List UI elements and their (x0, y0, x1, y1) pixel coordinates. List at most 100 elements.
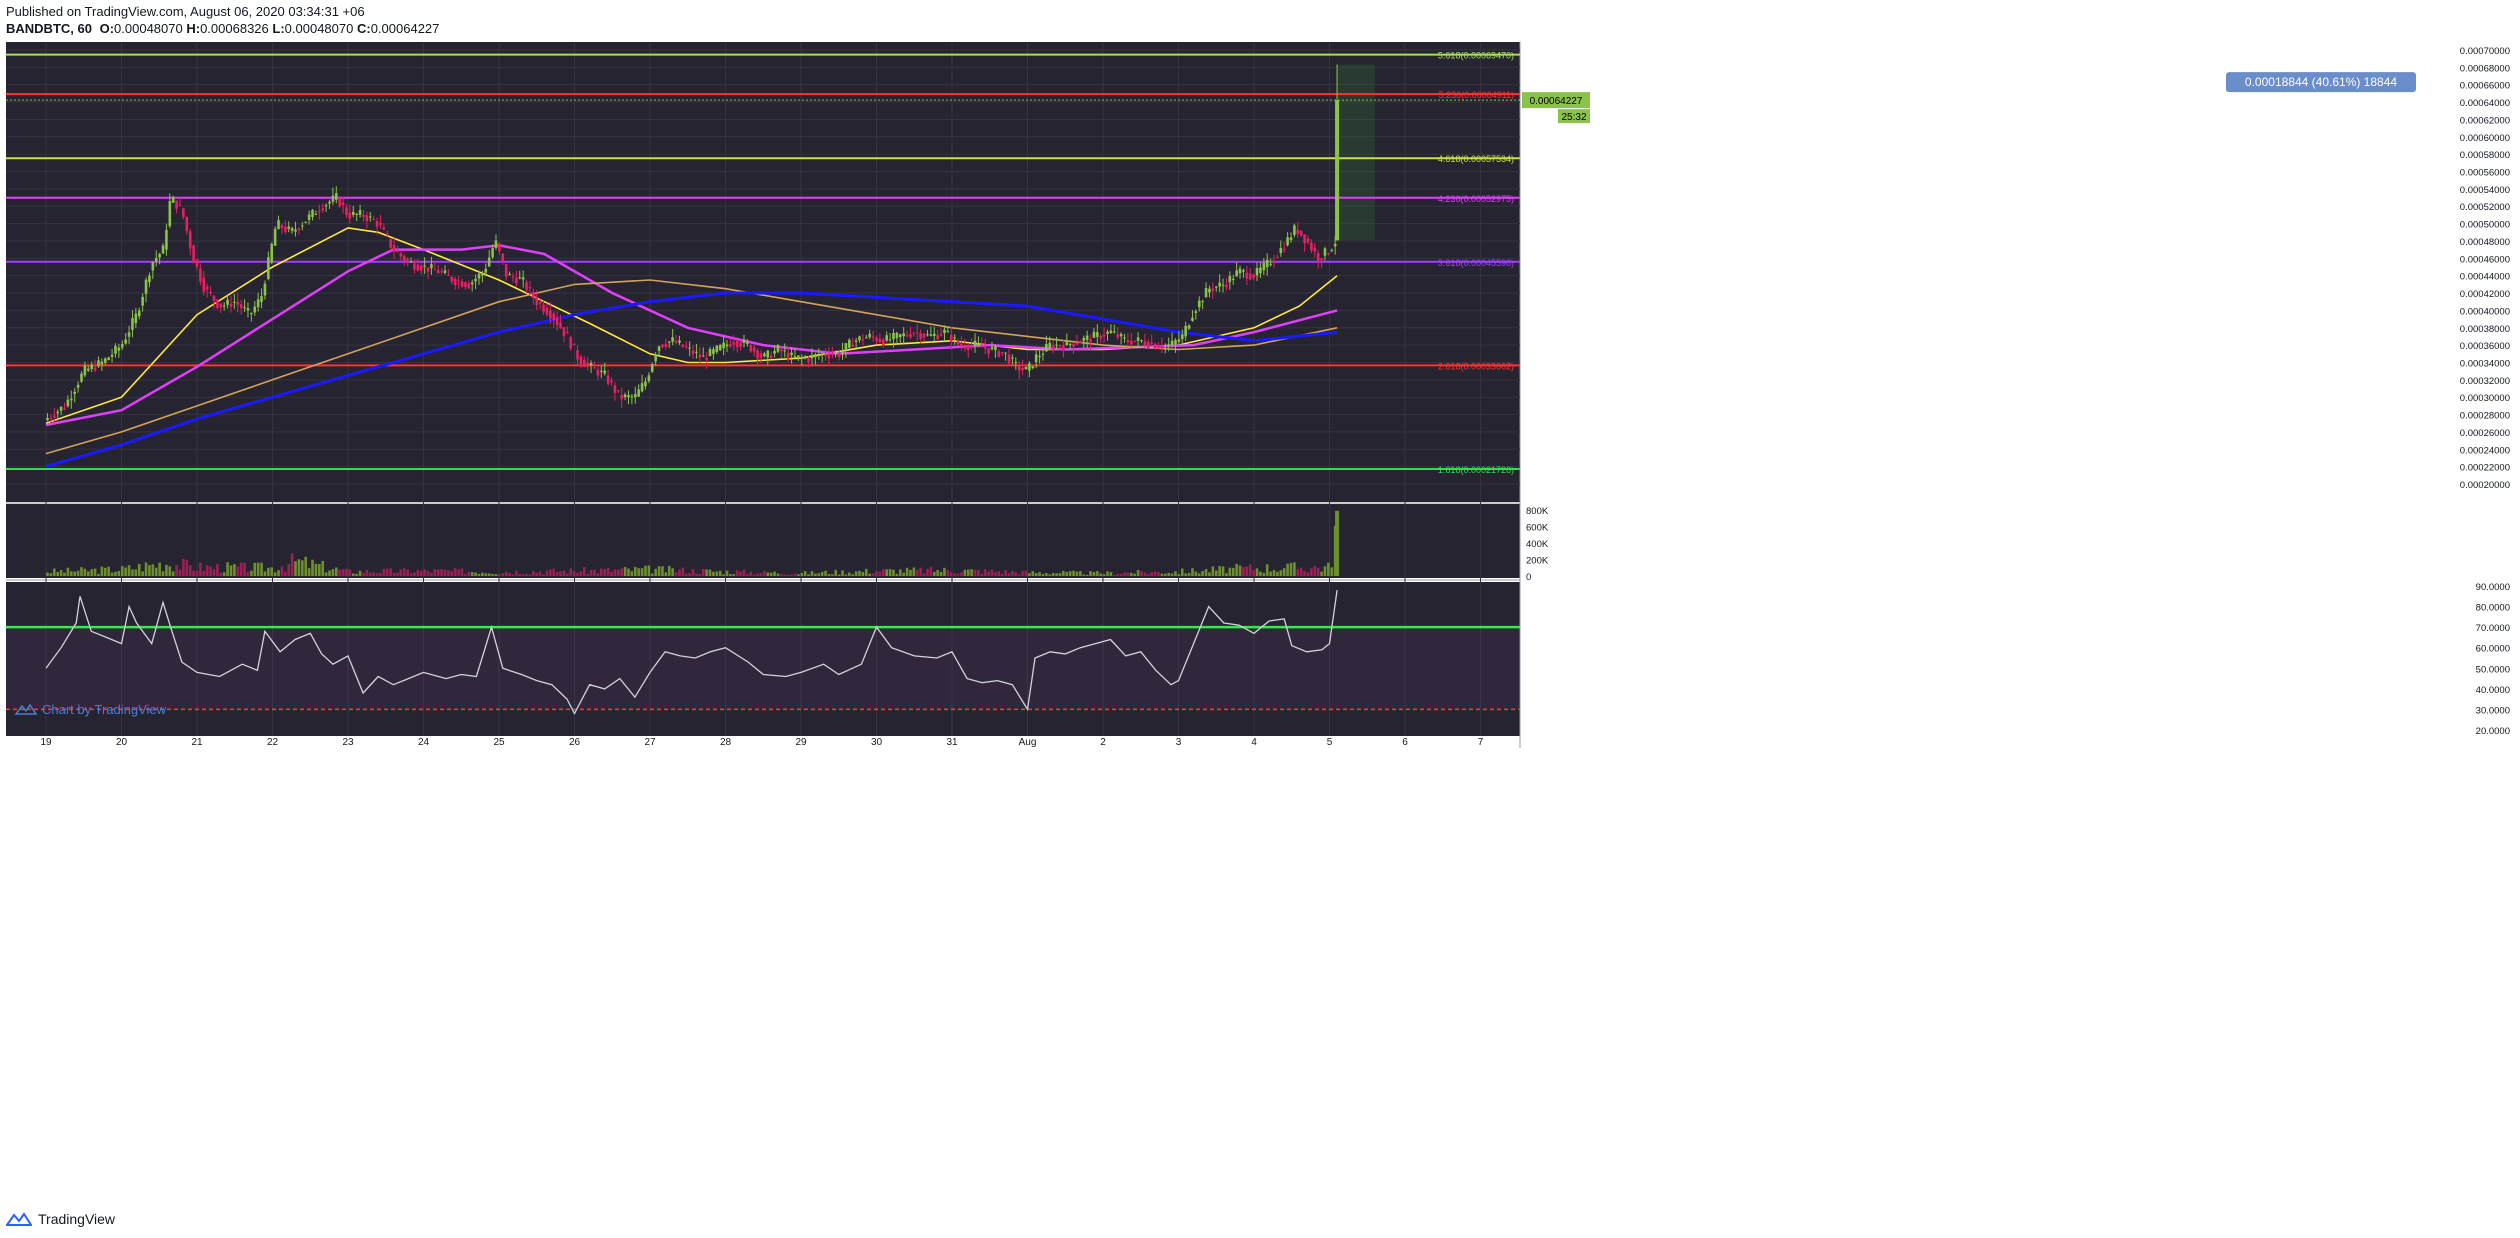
volume-bar (368, 572, 372, 576)
candle (759, 353, 763, 358)
candle (63, 408, 66, 410)
volume-bar (881, 569, 885, 576)
volume-bar (1147, 573, 1150, 576)
candle (53, 415, 56, 418)
volume-bar (212, 569, 216, 576)
candle (1130, 340, 1133, 345)
volume-bar (1065, 571, 1069, 576)
candle (606, 375, 610, 384)
volume-bar (545, 570, 549, 576)
x-tick-label: 28 (720, 737, 732, 748)
volume-bar (1316, 567, 1320, 576)
candle (616, 390, 620, 392)
candle (107, 357, 110, 361)
candle (49, 417, 53, 419)
volume-bar (593, 569, 596, 576)
candle (328, 201, 331, 204)
candle (345, 207, 348, 215)
volume-bar (827, 573, 831, 576)
volume-bar (1028, 573, 1031, 576)
candle (586, 362, 590, 365)
tradingview-chart[interactable]: 19 20 21 22 23 24 25 26 27 28 29 30 31 Aug 2 3 4 5 6 70.000… (6, 42, 2514, 1192)
candle (865, 337, 868, 339)
volume-bar (542, 574, 545, 576)
volume-bar (1038, 572, 1041, 576)
volume-bar (161, 571, 165, 576)
x-tick-label: 21 (191, 737, 203, 748)
volume-bar (759, 572, 763, 576)
candle (773, 350, 776, 354)
volume-bar (589, 569, 593, 576)
volume-bar (1045, 573, 1048, 576)
candle (1163, 344, 1167, 346)
candle (837, 353, 841, 357)
volume-bar (1082, 574, 1086, 576)
volume-bar (810, 571, 814, 576)
candle (73, 391, 76, 395)
volume-bar (423, 569, 426, 576)
volume-bar (712, 571, 715, 576)
candle (1055, 344, 1058, 346)
candle (498, 243, 501, 252)
x-tick-label: 7 (1478, 737, 1484, 748)
volume-bar (620, 568, 623, 576)
y-tick-label: 0.00066000 (2460, 81, 2510, 92)
candle (341, 202, 345, 206)
measure-label: 0.00018844 (40.61%) 18844 (2226, 72, 2416, 93)
volume-bar (528, 574, 532, 576)
candle (1191, 317, 1194, 321)
footer-brand[interactable]: TradingView (6, 1208, 115, 1230)
rsi-line (45, 590, 1338, 715)
candle (1058, 345, 1062, 347)
rsi-pane-bg (6, 582, 1520, 736)
volume-bar (430, 572, 433, 576)
candle (786, 353, 790, 360)
candle (161, 245, 165, 254)
volume-bar (481, 572, 484, 576)
candle (487, 257, 491, 267)
candle (997, 351, 1001, 357)
candle (120, 344, 124, 348)
volume-bar (939, 571, 943, 576)
candle (1034, 354, 1038, 363)
volume-bar (508, 572, 511, 576)
open-label: O: (99, 21, 115, 36)
candle (1320, 258, 1323, 261)
candle (1289, 237, 1293, 241)
candle (1269, 264, 1272, 266)
volume-bar (137, 563, 141, 576)
volume-bar (443, 569, 447, 576)
volume-bar (321, 560, 325, 576)
candle (834, 352, 838, 354)
candle (1180, 334, 1184, 340)
candle (372, 219, 375, 221)
volume-bar (647, 565, 651, 576)
volume-bar (803, 571, 807, 576)
volume-bar (1031, 571, 1035, 576)
volume-bar (1055, 573, 1058, 576)
volume-bar (426, 570, 430, 576)
candle (756, 350, 759, 359)
volume-bar (351, 573, 355, 576)
candle (861, 339, 865, 341)
volume-bar (610, 571, 613, 576)
x-tick-label: 2 (1100, 737, 1106, 748)
candle (535, 296, 539, 306)
volume-bar (1187, 572, 1191, 576)
candle (443, 270, 447, 274)
candle (807, 358, 810, 362)
volume-bar (334, 567, 338, 576)
volume-bar (304, 556, 308, 576)
volume-bar (1130, 572, 1133, 576)
volume-bar (396, 572, 399, 576)
x-tick-label: 23 (342, 737, 354, 748)
volume-bar (973, 569, 977, 576)
volume-bar (375, 573, 379, 576)
candle (1225, 284, 1228, 288)
candle (504, 264, 508, 277)
candle (199, 268, 202, 282)
candle (820, 353, 824, 356)
candle (810, 354, 814, 359)
candle (960, 343, 963, 346)
volume-bar (1163, 573, 1167, 576)
